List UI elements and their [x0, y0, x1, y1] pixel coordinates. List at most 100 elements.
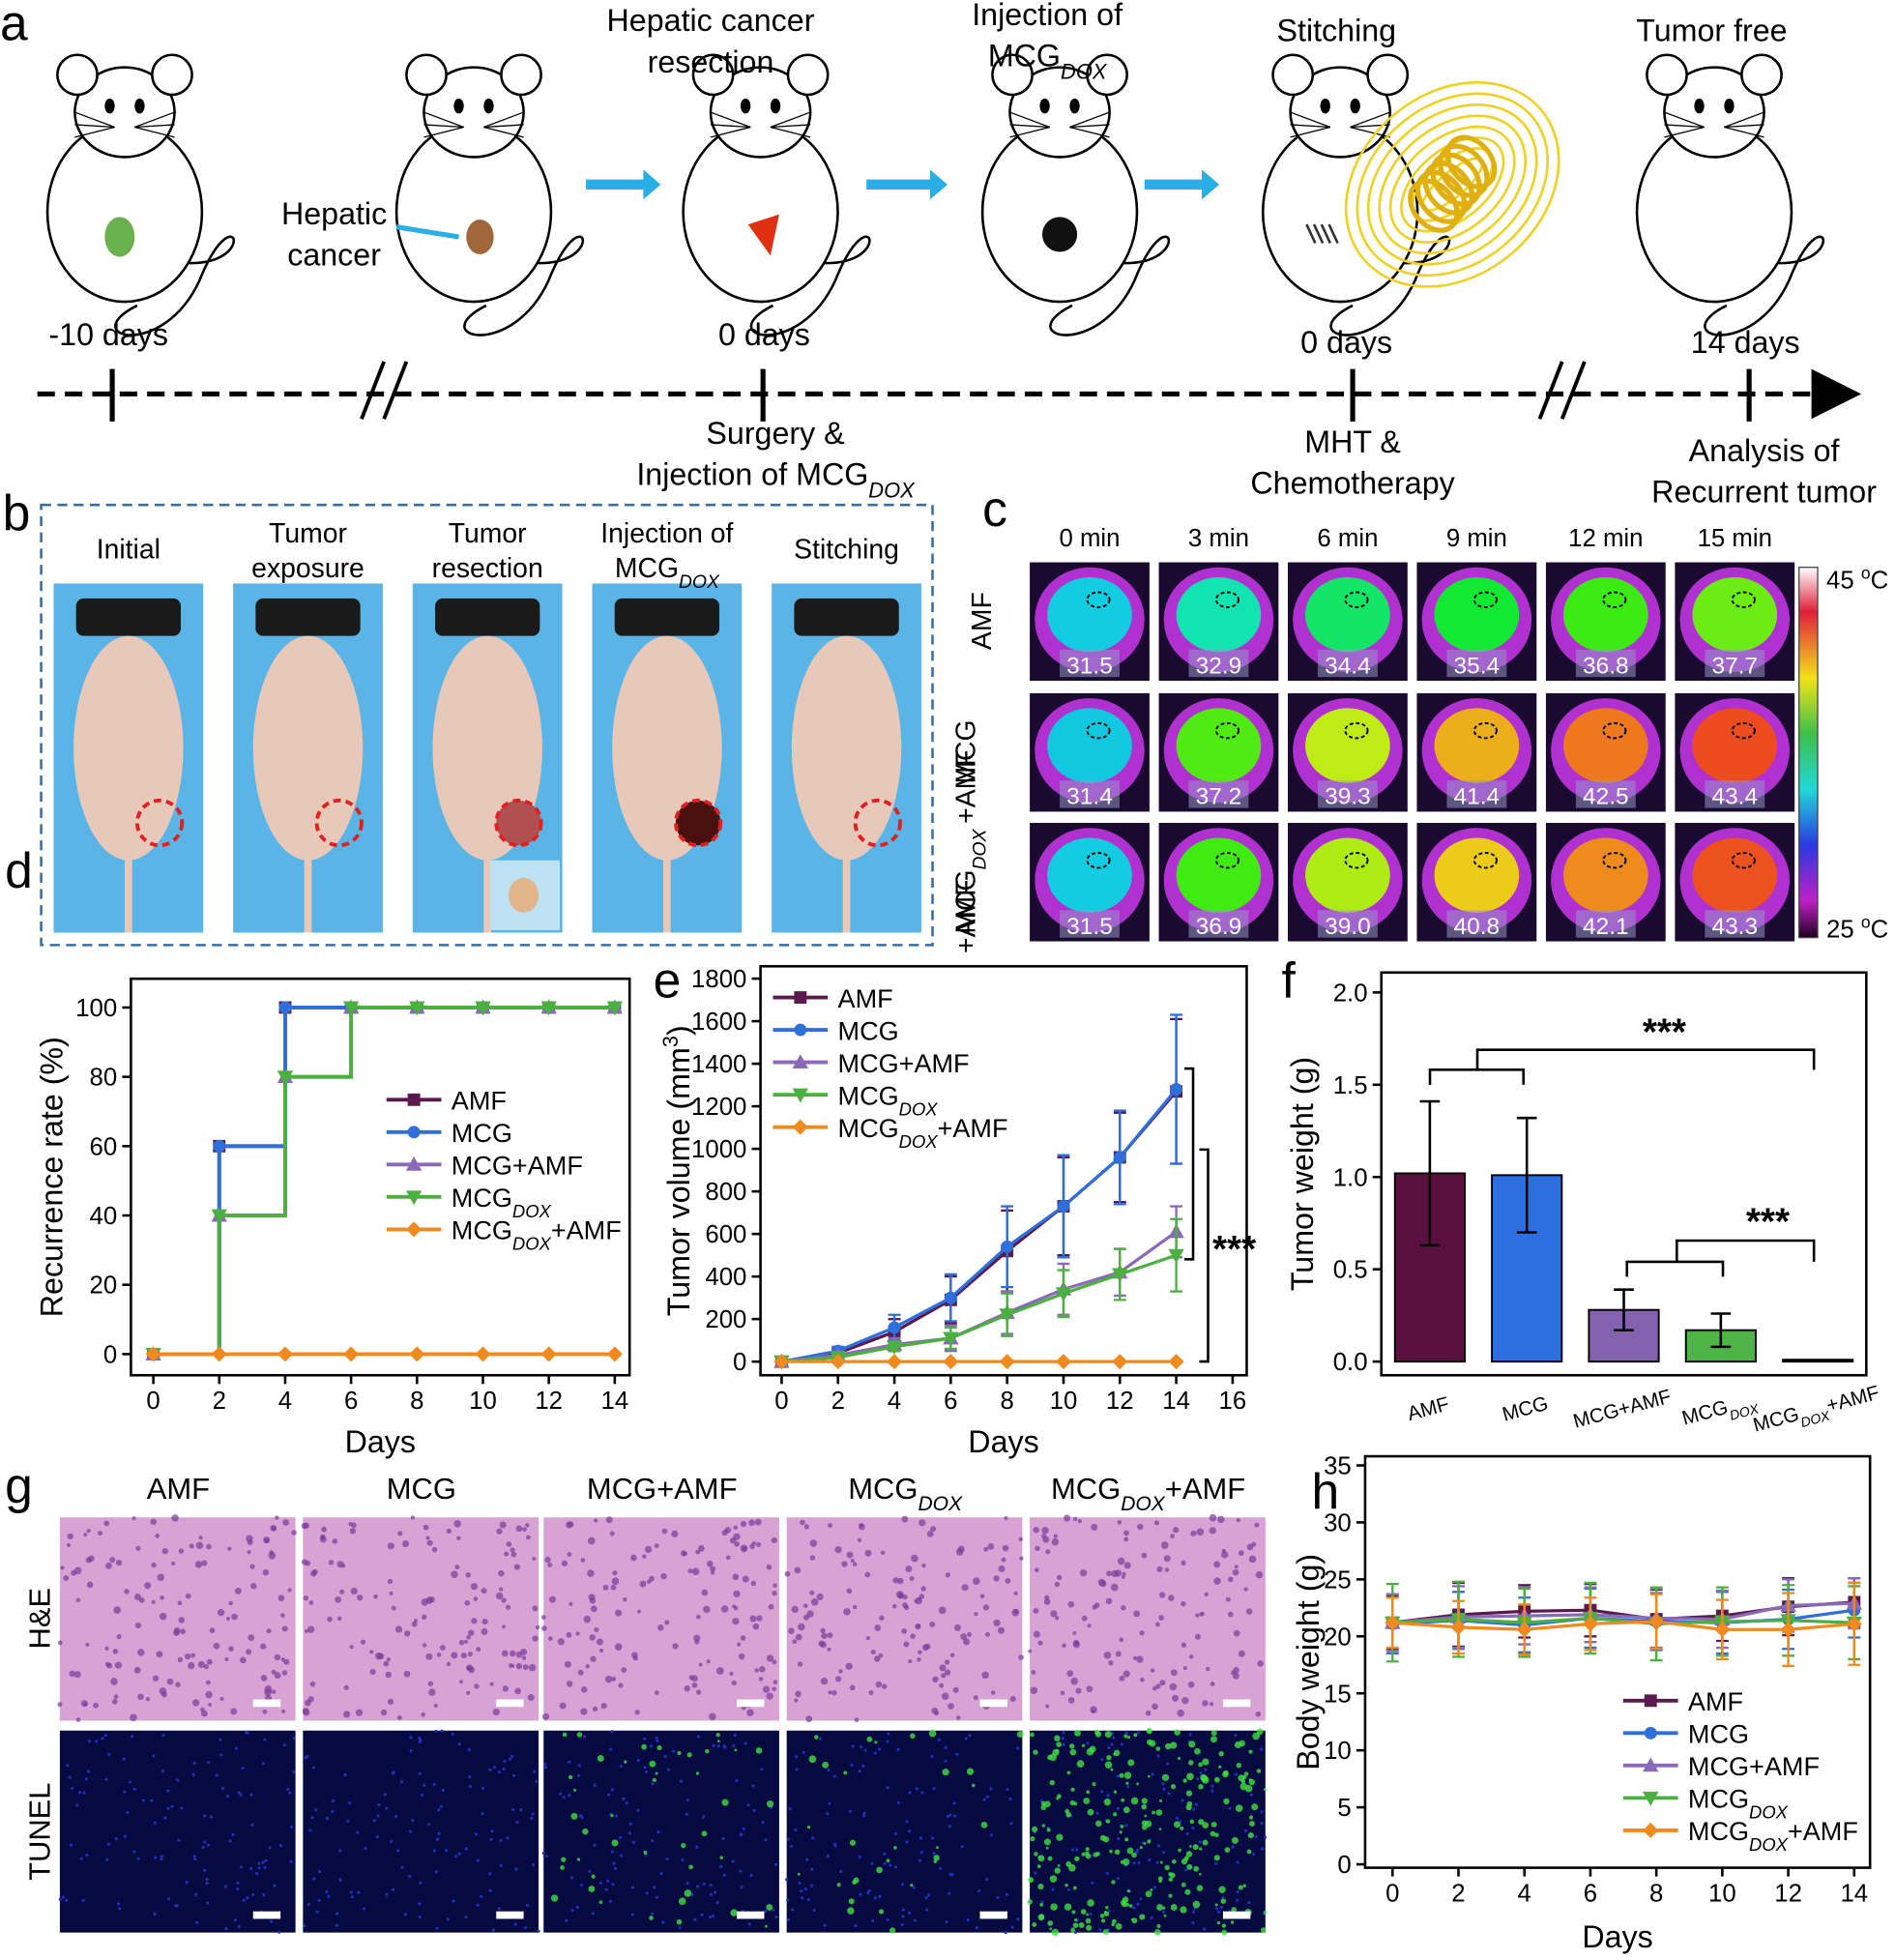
nucleus: [838, 1669, 843, 1674]
nucleus: [823, 1923, 827, 1927]
nucleus: [858, 1770, 861, 1773]
nucleus: [651, 1838, 655, 1843]
nucleus: [335, 1923, 338, 1927]
nucleus: [611, 1883, 615, 1887]
legend-marker: [405, 1156, 423, 1171]
nucleus: [101, 1737, 104, 1741]
nucleus: [594, 1518, 598, 1523]
legend-label: MCGDOX+AMF: [1688, 1816, 1858, 1854]
nucleus: [698, 1662, 703, 1667]
apoptotic-cell: [1049, 1779, 1056, 1786]
nucleus: [174, 1904, 178, 1908]
nucleus: [134, 1622, 142, 1629]
apoptotic-cell: [1037, 1855, 1045, 1862]
nucleus: [691, 1675, 698, 1682]
nucleus: [867, 1889, 871, 1893]
apoptotic-cell: [1071, 1910, 1076, 1915]
apoptotic-cell: [1049, 1875, 1058, 1883]
nucleus: [1030, 1686, 1038, 1695]
apoptotic-cell: [1076, 1760, 1085, 1768]
nucleus: [964, 1737, 968, 1741]
apoptotic-cell: [1092, 1782, 1096, 1787]
y-tick-label: 200: [705, 1306, 746, 1333]
apoptotic-cell: [822, 1761, 830, 1769]
nucleus: [1155, 1622, 1160, 1627]
nucleus: [587, 1536, 596, 1545]
nucleus: [733, 1525, 738, 1530]
nucleus: [656, 1830, 660, 1834]
nucleus: [360, 1639, 366, 1645]
nucleus: [630, 1913, 634, 1916]
apoptotic-cell: [1182, 1778, 1187, 1783]
legend-marker: [405, 1190, 423, 1206]
nucleus: [567, 1552, 572, 1557]
nucleus: [1033, 1630, 1040, 1638]
apoptotic-cell: [681, 1843, 686, 1849]
nucleus: [423, 1524, 429, 1531]
nucleus: [694, 1639, 700, 1645]
nucleus: [1254, 1834, 1258, 1839]
legend-label: MCG+AMF: [838, 1048, 970, 1078]
nucleus: [751, 1784, 755, 1788]
nucleus: [491, 1928, 495, 1932]
nucleus: [772, 1659, 777, 1665]
tunel-image: [303, 1730, 539, 1933]
nucleus: [130, 1713, 137, 1722]
nucleus: [1056, 1574, 1063, 1581]
nucleus: [691, 1682, 698, 1688]
nucleus: [961, 1584, 969, 1592]
nucleus: [387, 1542, 394, 1550]
apoptotic-cell: [1168, 1871, 1173, 1877]
nucleus: [628, 1822, 632, 1826]
nucleus: [739, 1869, 743, 1873]
whisker: [74, 111, 115, 129]
nucleus: [983, 1546, 989, 1552]
nucleus: [1055, 1616, 1060, 1621]
nucleus: [903, 1641, 910, 1648]
nucleus: [911, 1554, 918, 1563]
nucleus: [590, 1605, 598, 1613]
nucleus: [754, 1668, 759, 1673]
apoptotic-cell: [1185, 1790, 1193, 1797]
data-point: [211, 1346, 227, 1362]
nucleus: [854, 1924, 858, 1928]
nucleus: [1075, 1848, 1079, 1852]
apoptotic-cell: [1073, 1801, 1078, 1806]
nucleus: [1227, 1576, 1234, 1583]
nucleus: [605, 1516, 613, 1524]
data-point: [409, 1346, 425, 1362]
mouse-drawing: [394, 53, 585, 336]
nucleus: [343, 1684, 349, 1690]
nucleus: [213, 1642, 220, 1650]
nucleus: [712, 1743, 715, 1747]
thermal-body: [1305, 837, 1390, 913]
nucleus: [496, 1528, 503, 1535]
nucleus: [827, 1768, 831, 1772]
nucleus: [955, 1715, 961, 1720]
nucleus: [696, 1885, 700, 1888]
nucleus: [1145, 1710, 1152, 1716]
nucleus: [1136, 1731, 1140, 1735]
nucleus: [828, 1523, 832, 1528]
nucleus: [157, 1573, 165, 1581]
y-axis-label: Recurrence rate (%): [34, 1037, 69, 1317]
roi: [1472, 721, 1498, 740]
nucleus: [506, 1836, 510, 1840]
nucleus: [489, 1682, 494, 1686]
apoptotic-cell: [1146, 1739, 1152, 1745]
y-tick-label: 10: [1324, 1738, 1352, 1765]
site-circle: [494, 798, 543, 848]
nucleus: [289, 1859, 293, 1863]
whisker: [134, 111, 175, 129]
y-tick-label: 800: [705, 1179, 746, 1206]
apoptotic-cell: [1198, 1762, 1203, 1768]
mouse-body: [791, 635, 902, 861]
x-tick-label: 0: [774, 1388, 788, 1415]
nucleus: [504, 1551, 510, 1557]
step-line: [153, 1215, 221, 1357]
apoptotic-cell: [1095, 1820, 1102, 1828]
nucleus: [790, 1844, 794, 1848]
nucleus: [514, 1687, 521, 1695]
apoptotic-cell: [1252, 1732, 1261, 1741]
stitch: [1305, 223, 1317, 244]
